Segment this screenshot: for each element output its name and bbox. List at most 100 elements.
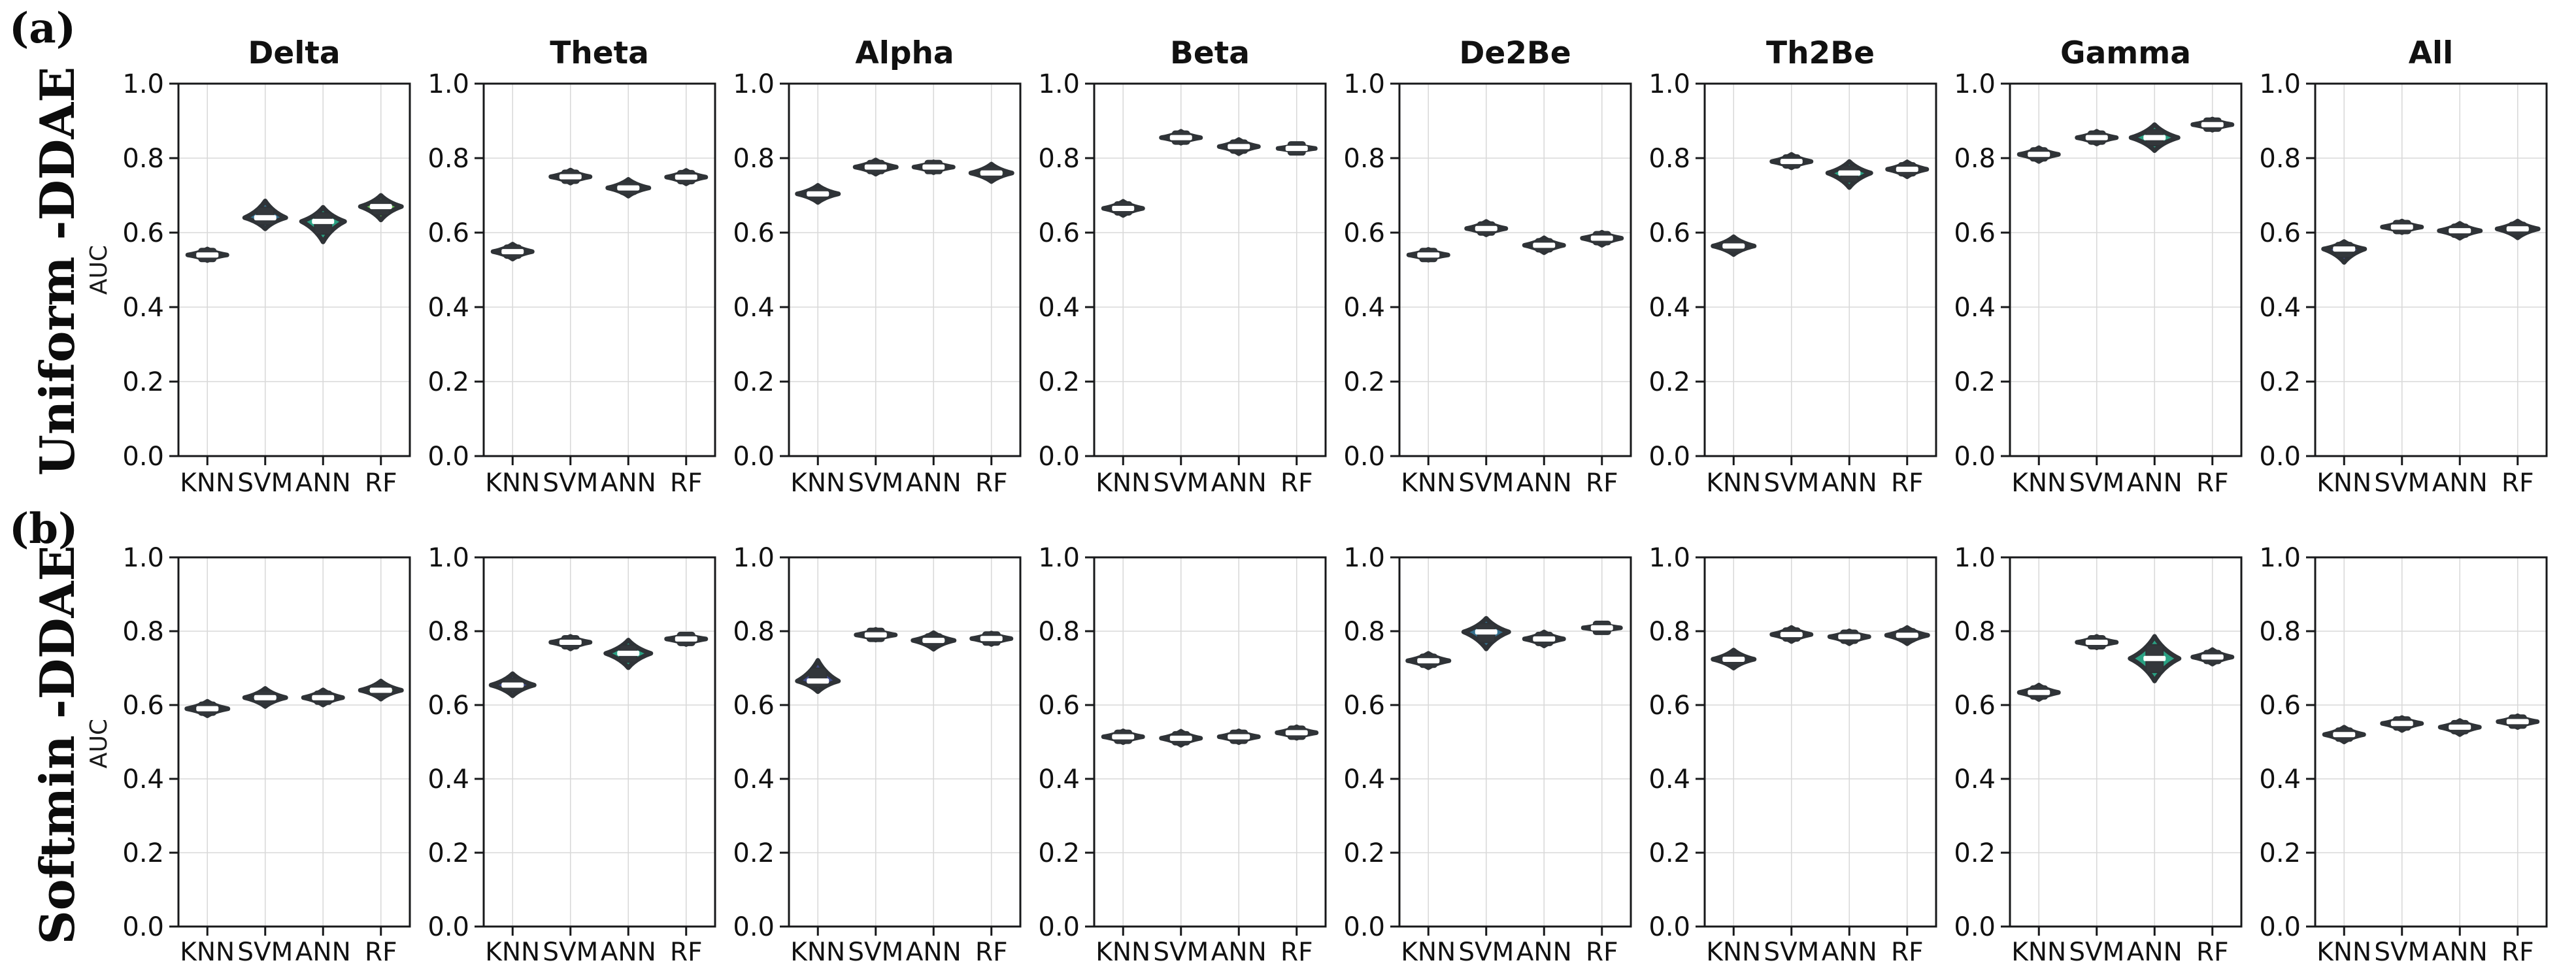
y-tick-label: 0.2 xyxy=(122,367,164,397)
violin-median-bar xyxy=(312,218,335,224)
x-tick-label: RF xyxy=(1280,468,1313,498)
y-tick-label: 1.0 xyxy=(1954,69,1996,99)
y-tick-label: 0.8 xyxy=(1038,617,1080,647)
y-tick-label: 0.8 xyxy=(427,144,469,174)
y-tick-label: 0.0 xyxy=(1954,912,1996,942)
violin-median-bar xyxy=(501,249,524,255)
violin-median-bar xyxy=(1169,135,1192,140)
panel-frame xyxy=(2314,556,2548,928)
row-b-title: Softmin -DDAE xyxy=(29,545,85,945)
x-tick-label: SVM xyxy=(1153,468,1209,498)
y-tick-label: 1.0 xyxy=(1648,543,1690,573)
x-tick-label: SVM xyxy=(2069,468,2124,498)
y-tick-label: 0.8 xyxy=(1954,617,1996,647)
violin-median-bar xyxy=(1896,167,1918,172)
x-tick-label: KNN xyxy=(1096,938,1150,967)
violin-median-bar xyxy=(675,174,697,180)
x-tick-label: SVM xyxy=(848,468,903,498)
x-tick-label: ANN xyxy=(2432,938,2488,967)
x-tick-label: RF xyxy=(2501,938,2534,967)
x-tick-label: SVM xyxy=(543,938,598,967)
y-tick-label: 0.4 xyxy=(427,293,469,323)
x-tick-label: RF xyxy=(1891,938,1924,967)
y-tick-label: 1.0 xyxy=(1343,543,1385,573)
x-tick-label: SVM xyxy=(1764,468,1819,498)
y-tick-label: 0.6 xyxy=(1038,691,1080,721)
x-tick-label: RF xyxy=(670,468,703,498)
y-tick-label: 0.6 xyxy=(733,691,775,721)
y-tick-label: 0.0 xyxy=(1954,442,1996,472)
violin-median-bar xyxy=(2333,246,2356,252)
x-tick-label: KNN xyxy=(180,938,235,967)
y-tick-label: 0.4 xyxy=(2259,293,2301,323)
y-tick-label: 0.0 xyxy=(1648,442,1690,472)
violin-median-bar xyxy=(1722,243,1745,249)
x-tick-label: RF xyxy=(365,938,397,967)
violin-median-bar xyxy=(1590,235,1613,241)
y-tick-label: 0.6 xyxy=(1343,691,1385,721)
violin-median-bar xyxy=(1533,242,1556,248)
y-tick-label: 1.0 xyxy=(122,69,164,99)
violin-median-bar xyxy=(1228,734,1250,740)
y-tick-label: 0.8 xyxy=(2259,144,2301,174)
panel-frame xyxy=(482,82,716,457)
violin-median-bar xyxy=(675,636,697,642)
panel-frame xyxy=(2009,556,2243,928)
y-tick-label: 0.4 xyxy=(1343,764,1385,795)
violin-median-bar xyxy=(196,706,219,712)
y-tick-label: 0.2 xyxy=(427,838,469,868)
panel-frame xyxy=(177,82,411,457)
violin-median-bar xyxy=(1417,658,1440,664)
violin-median-bar xyxy=(1169,735,1192,741)
y-tick-label: 0.0 xyxy=(427,442,469,472)
y-tick-label: 0.4 xyxy=(1954,764,1996,795)
y-tick-label: 0.2 xyxy=(1954,367,1996,397)
violin-median-bar xyxy=(2028,152,2050,157)
x-tick-label: KNN xyxy=(180,468,235,498)
y-tick-label: 0.4 xyxy=(122,293,164,323)
y-tick-label: 0.4 xyxy=(427,764,469,795)
x-tick-label: ANN xyxy=(2432,468,2488,498)
violin-median-bar xyxy=(1896,632,1918,638)
y-tick-label: 1.0 xyxy=(427,543,469,573)
y-tick-label: 0.2 xyxy=(1954,838,1996,868)
x-tick-label: ANN xyxy=(2127,468,2183,498)
x-tick-label: ANN xyxy=(1211,938,1267,967)
y-tick-label: 1.0 xyxy=(1954,543,1996,573)
x-tick-label: RF xyxy=(975,468,1008,498)
violin-median-bar xyxy=(1475,629,1497,635)
panel-frame xyxy=(177,556,411,928)
y-tick-label: 1.0 xyxy=(2259,543,2301,573)
panel-frame xyxy=(1703,82,1937,457)
panel-frame xyxy=(1398,556,1632,928)
x-tick-label: SVM xyxy=(2069,938,2124,967)
y-tick-label: 0.8 xyxy=(1954,144,1996,174)
x-tick-label: ANN xyxy=(1822,938,1877,967)
x-tick-label: RF xyxy=(365,468,397,498)
y-tick-label: 0.0 xyxy=(2259,912,2301,942)
violin-median-bar xyxy=(196,252,219,258)
y-tick-label: 0.4 xyxy=(1343,293,1385,323)
y-tick-label: 0.0 xyxy=(733,442,775,472)
panel-frame xyxy=(2314,82,2548,457)
x-tick-label: KNN xyxy=(485,468,540,498)
y-tick-label: 0.0 xyxy=(2259,442,2301,472)
x-tick-label: SVM xyxy=(2374,938,2430,967)
y-tick-label: 1.0 xyxy=(427,69,469,99)
x-tick-label: RF xyxy=(2196,938,2229,967)
x-tick-label: KNN xyxy=(1096,468,1150,498)
x-tick-label: ANN xyxy=(1822,468,1877,498)
x-tick-label: KNN xyxy=(2317,938,2371,967)
y-tick-label: 0.4 xyxy=(733,293,775,323)
y-tick-label: 0.6 xyxy=(2259,691,2301,721)
y-tick-label: 1.0 xyxy=(2259,69,2301,99)
violin-median-bar xyxy=(2028,689,2050,695)
y-tick-label: 0.2 xyxy=(1343,367,1385,397)
violin-median-bar xyxy=(617,650,640,656)
y-tick-label: 0.8 xyxy=(1648,144,1690,174)
y-tick-label: 0.8 xyxy=(1343,617,1385,647)
violin-median-bar xyxy=(1780,632,1803,638)
violin-median-bar xyxy=(1475,225,1497,231)
violin-median-bar xyxy=(254,695,276,700)
violin-median-bar xyxy=(1533,636,1556,642)
